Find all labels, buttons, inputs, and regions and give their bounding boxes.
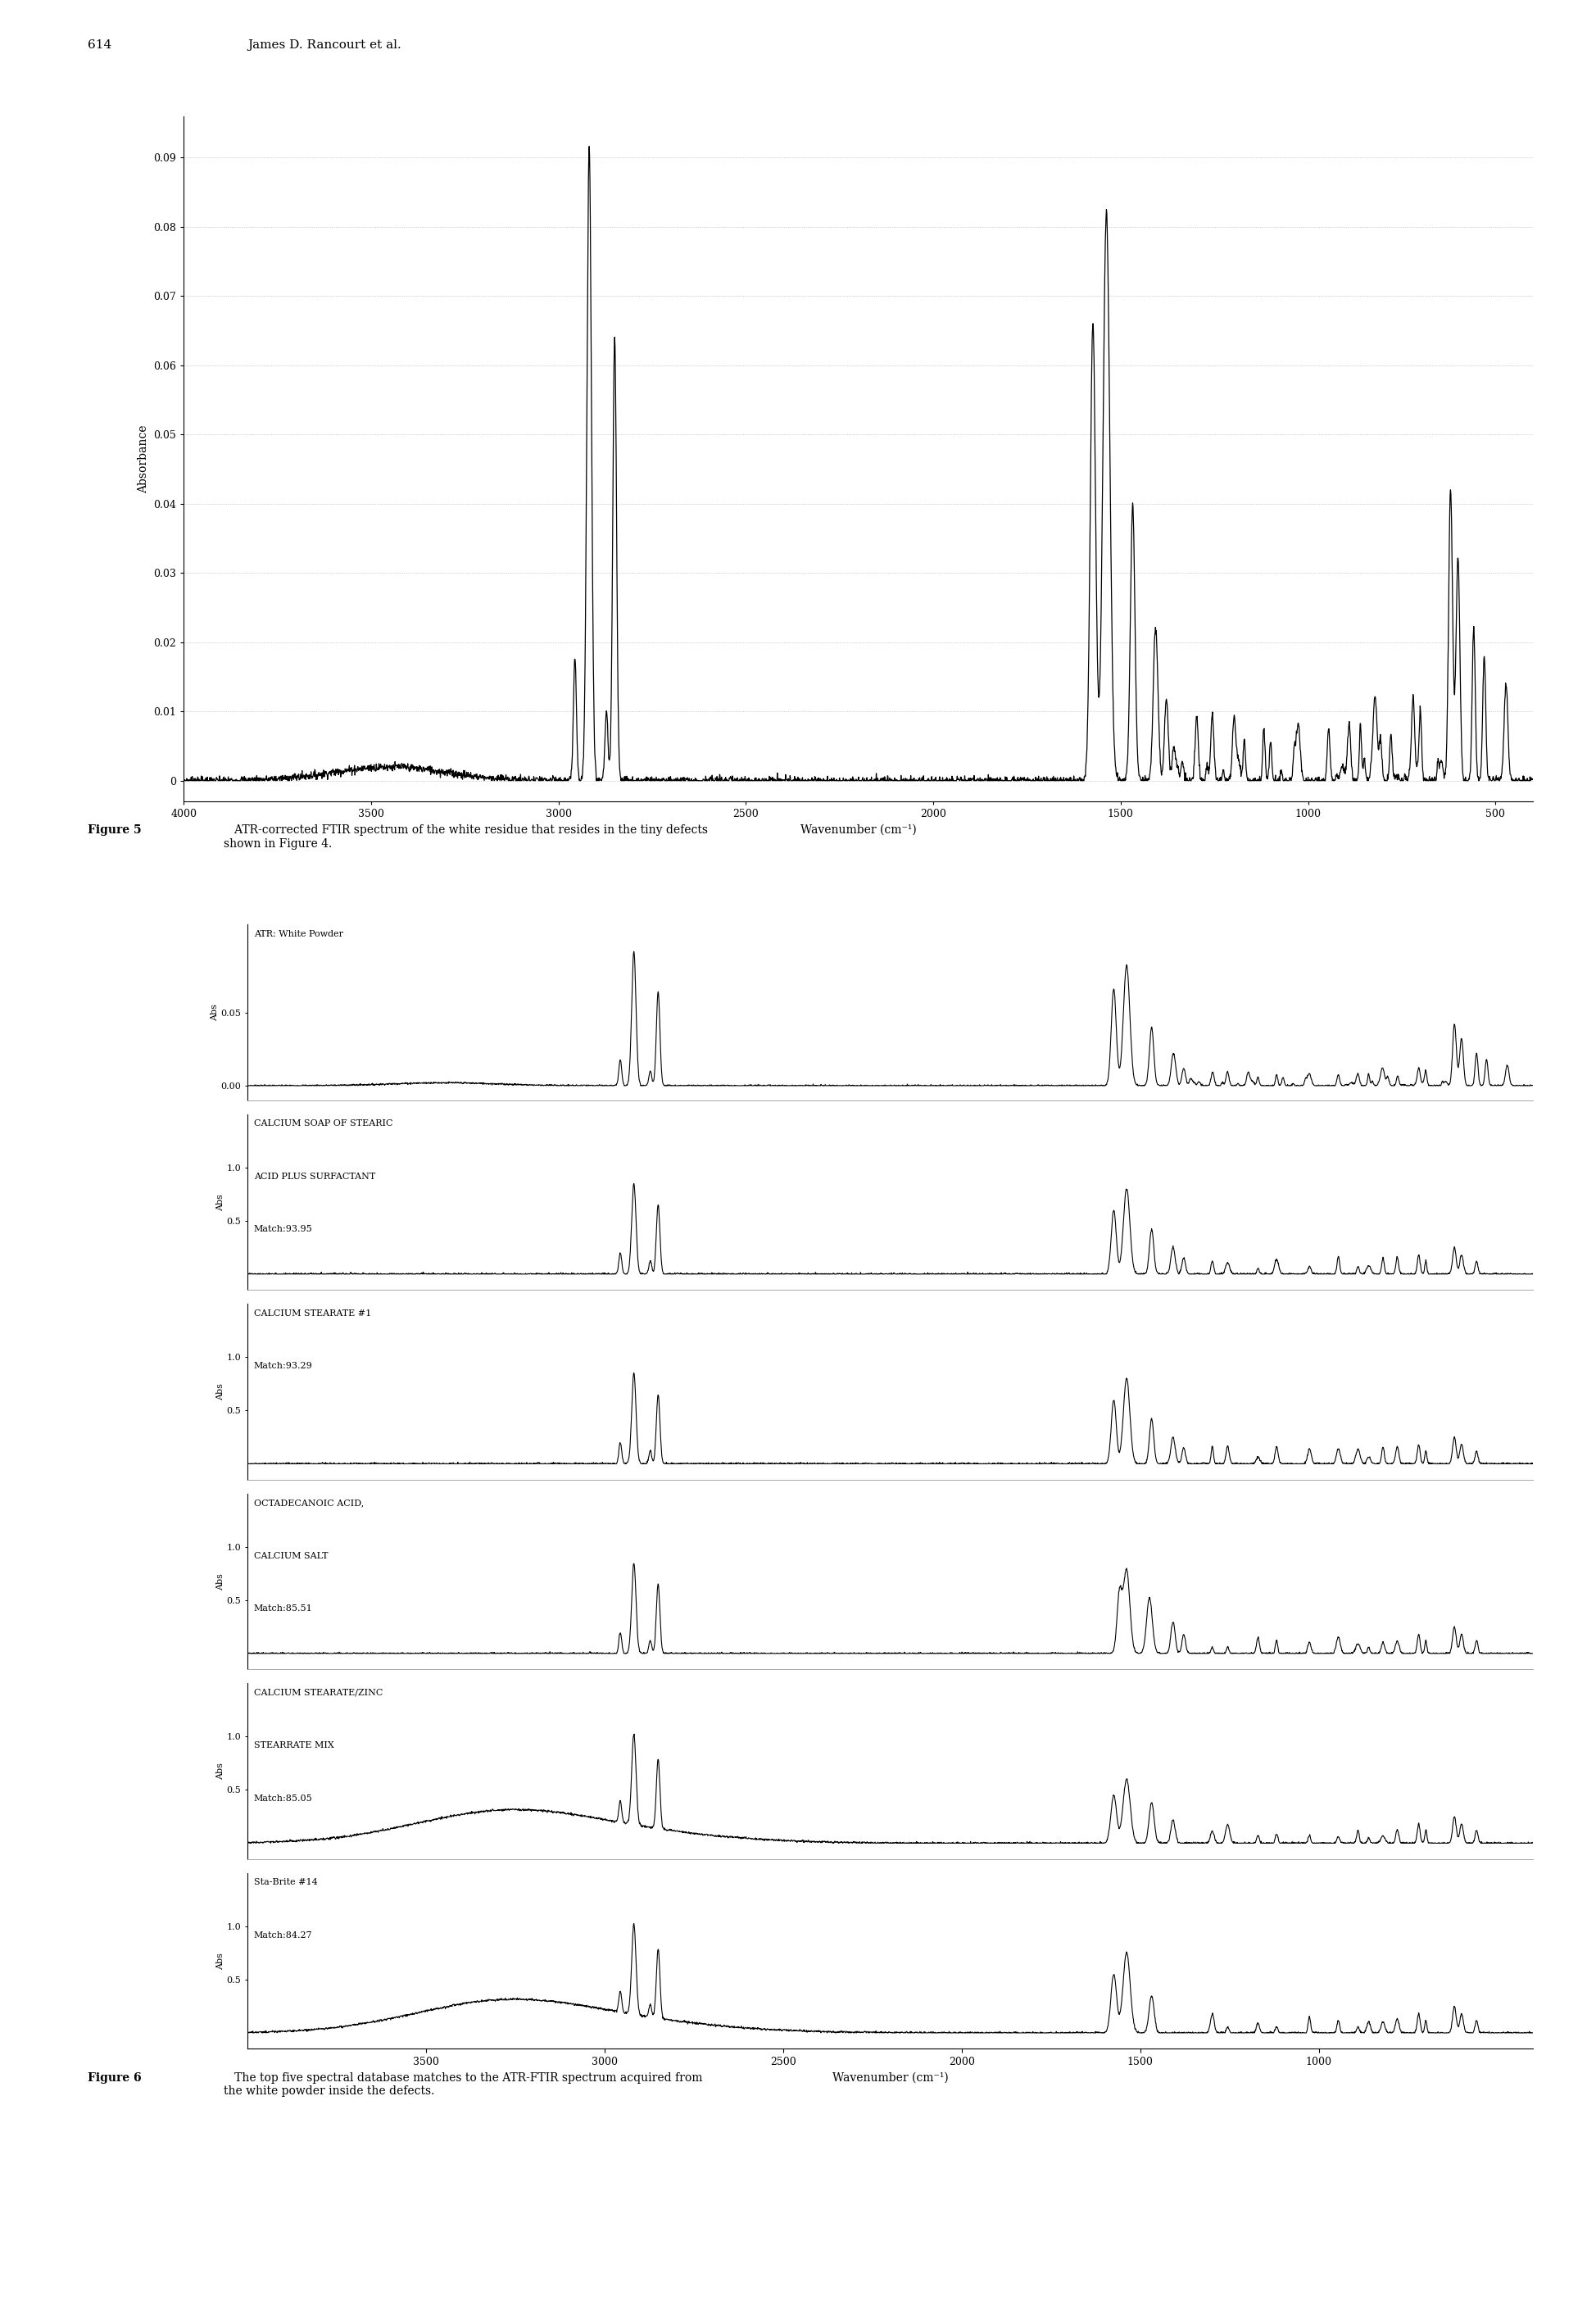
Text: ATR: White Powder: ATR: White Powder <box>254 929 343 938</box>
Text: Figure 6: Figure 6 <box>88 2072 142 2084</box>
Text: ATR-corrected FTIR spectrum of the white residue that resides in the tiny defect: ATR-corrected FTIR spectrum of the white… <box>223 825 707 850</box>
Text: 614: 614 <box>88 39 112 51</box>
Y-axis label: Absorbance: Absorbance <box>137 425 148 492</box>
Text: Match:85.51: Match:85.51 <box>254 1605 313 1612</box>
Text: CALCIUM STEARATE/ZINC: CALCIUM STEARATE/ZINC <box>254 1689 383 1696</box>
Y-axis label: Abs: Abs <box>215 1573 225 1591</box>
Text: OCTADECANOIC ACID,: OCTADECANOIC ACID, <box>254 1498 364 1508</box>
Text: Match:93.95: Match:93.95 <box>254 1224 313 1234</box>
Text: Sta-Brite #14: Sta-Brite #14 <box>254 1879 318 1886</box>
Text: CALCIUM SOAP OF STEARIC: CALCIUM SOAP OF STEARIC <box>254 1120 393 1127</box>
Text: CALCIUM STEARATE #1: CALCIUM STEARATE #1 <box>254 1310 372 1317</box>
X-axis label: Wavenumber (cm⁻¹): Wavenumber (cm⁻¹) <box>832 2072 948 2084</box>
Text: Match:85.05: Match:85.05 <box>254 1793 313 1803</box>
Y-axis label: Abs: Abs <box>215 1194 225 1210</box>
Y-axis label: Abs: Abs <box>215 1382 225 1401</box>
Text: James D. Rancourt et al.: James D. Rancourt et al. <box>247 39 401 51</box>
Text: Match:84.27: Match:84.27 <box>254 1930 313 1940</box>
Text: CALCIUM SALT: CALCIUM SALT <box>254 1552 327 1559</box>
Text: STEARRATE MIX: STEARRATE MIX <box>254 1742 334 1749</box>
Y-axis label: Abs: Abs <box>215 1951 225 1970</box>
Text: ACID PLUS SURFACTANT: ACID PLUS SURFACTANT <box>254 1173 375 1180</box>
X-axis label: Wavenumber (cm⁻¹): Wavenumber (cm⁻¹) <box>800 825 916 836</box>
Y-axis label: Abs: Abs <box>215 1763 225 1779</box>
Text: Figure 5: Figure 5 <box>88 825 142 836</box>
Y-axis label: Abs: Abs <box>211 1004 219 1022</box>
Text: Match:93.29: Match:93.29 <box>254 1361 313 1371</box>
Text: The top five spectral database matches to the ATR-FTIR spectrum acquired from
th: The top five spectral database matches t… <box>223 2072 702 2098</box>
